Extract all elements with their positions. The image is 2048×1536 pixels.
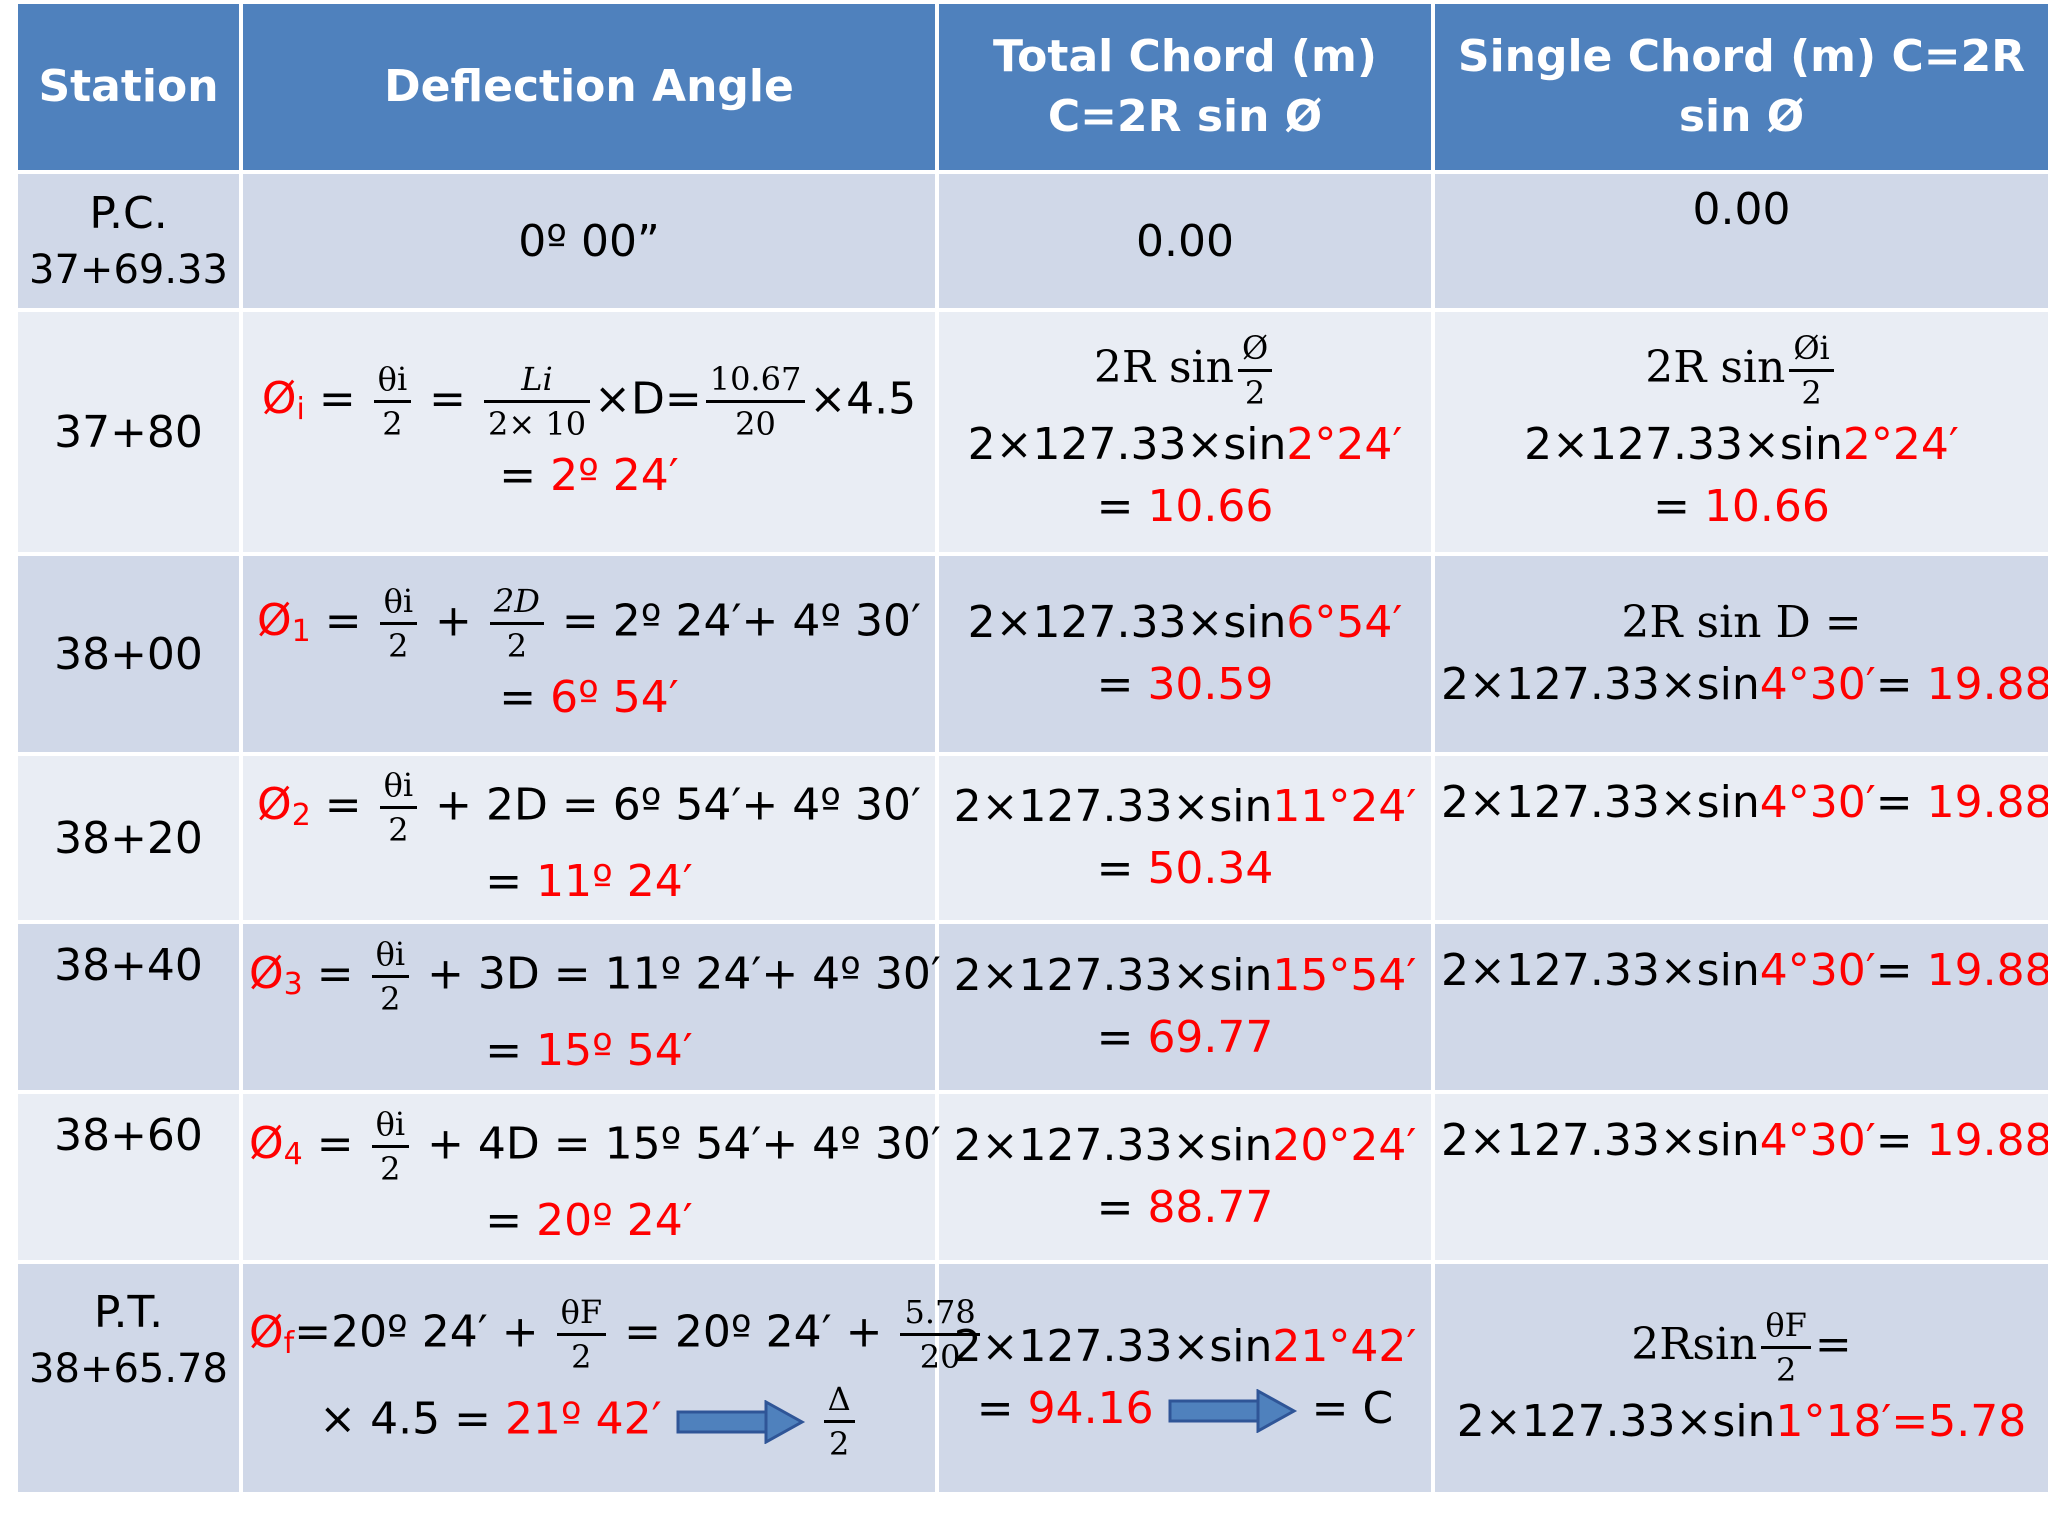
total-chord-cell: 2R sin Ø 2 2×127.33×sin2°24′ = 10.66 — [939, 312, 1431, 552]
deflection-result: = 20º 24′ — [485, 1194, 693, 1246]
fraction: 10.67 20 — [705, 358, 806, 445]
single-formula: 2Rsin θF 2 = — [1631, 1305, 1852, 1389]
station-cell: P.C. 37+69.33 — [18, 174, 239, 308]
total-calc: 2×127.33×sin2°24′ — [967, 418, 1403, 470]
deflection-cell: Ø2 = θi 2 + 2D = 6º 54′+ 4º 30′ = 11º 24′ — [243, 756, 935, 920]
total-chord-cell: 2×127.33×sin20°24′ = 88.77 — [939, 1094, 1431, 1260]
phi-symbol: Ø1 — [256, 595, 311, 649]
deflection-result: = 2º 24′ — [499, 449, 679, 501]
total-chord-cell: 2×127.33×sin6°54′ = 30.59 — [939, 556, 1431, 752]
table-row: 38+00 Ø1 = θi 2 + 2D 2 = 2º 24′+ 4º 30′ = … — [18, 556, 2048, 752]
table-row: 38+40 Ø3 = θi 2 + 3D = 11º 24′+ 4º 30′ = … — [18, 924, 2048, 1090]
single-chord-cell: 2R sin D = 2×127.33×sin4°30′= 19.88 — [1435, 556, 2048, 752]
phi-symbol: Ø3 — [249, 948, 303, 1002]
single-result: = 10.66 — [1653, 480, 1830, 532]
deflection-formula: Ø2 = θi 2 + 2D = 6º 54′+ 4º 30′ — [257, 764, 921, 851]
station-label: P.T. — [93, 1287, 164, 1338]
total-chord-cell: 2×127.33×sin11°24′ = 50.34 — [939, 756, 1431, 920]
single-chord-cell: 2×127.33×sin4°30′= 19.88 — [1435, 1094, 2048, 1260]
deflection-cell: 0º 00” — [243, 174, 935, 308]
single-calc: 2×127.33×sin4°30′= 19.88 — [1441, 777, 2048, 828]
single-calc: 2×127.33×sin4°30′= 19.88 — [1441, 1115, 2048, 1166]
station-cell: P.T. 38+65.78 — [18, 1264, 239, 1492]
table-row: P.T. 38+65.78 Øf=20º 24′ + θF 2 = 20º 24′… — [18, 1264, 2048, 1492]
single-calc: 2×127.33×sin2°24′ — [1524, 418, 1959, 470]
total-result: = 50.34 — [1096, 843, 1274, 894]
deflection-cell: Øi = θi 2 = Li 2× 10 ×D= 10.67 20 ×4.5 = 2º 24… — [243, 312, 935, 552]
deflection-cell: Ø1 = θi 2 + 2D 2 = 2º 24′+ 4º 30′ = 6º 54′ — [243, 556, 935, 752]
single-calc: 2×127.33×sin1°18′=5.78 — [1456, 1395, 2027, 1447]
total-result: = 10.66 — [1096, 480, 1274, 532]
fraction: 2D 2 — [489, 580, 544, 667]
table-row: 38+60 Ø4 = θi 2 + 4D = 15º 54′+ 4º 30′ = … — [18, 1094, 2048, 1260]
deflection-result: = 11º 24′ — [485, 855, 693, 907]
deflection-formula: Ø3 = θi 2 + 3D = 11º 24′+ 4º 30′ — [249, 933, 941, 1020]
table-row: 37+80 Øi = θi 2 = Li 2× 10 ×D= 10.67 20 ×4.5 =… — [18, 312, 2048, 552]
deflection-cell: Ø3 = θi 2 + 3D = 11º 24′+ 4º 30′ = 15º 54… — [243, 924, 941, 1090]
fraction: θi 2 — [371, 1103, 410, 1190]
table-row: P.C. 37+69.33 0º 00” 0.00 0.00 — [18, 174, 2048, 308]
station-value: 37+69.33 — [29, 247, 228, 293]
fraction: θi 2 — [379, 764, 418, 851]
phi-symbol: Øf — [249, 1306, 295, 1361]
phi-symbol: Øi — [261, 373, 305, 427]
deflection-formula: Ø1 = θi 2 + 2D 2 = 2º 24′+ 4º 30′ — [256, 580, 922, 667]
deflection-result: = 15º 54′ — [485, 1024, 693, 1076]
total-calc: 2×127.33×sin21°42′ — [953, 1321, 1417, 1372]
total-result: = 88.77 — [1096, 1182, 1274, 1233]
fraction: θi 2 — [371, 933, 410, 1020]
station-cell: 38+20 — [18, 756, 239, 920]
fraction: θF 2 — [556, 1291, 607, 1378]
total-result: = 69.77 — [1096, 1012, 1274, 1063]
total-result: = 30.59 — [1096, 659, 1274, 710]
total-calc: 2×127.33×sin6°54′ — [967, 597, 1403, 648]
station-label: P.C. — [89, 188, 168, 239]
single-calc: 2×127.33×sin4°30′= 19.88 — [1441, 659, 2048, 710]
station-cell: 37+80 — [18, 312, 239, 552]
station-cell: 38+60 — [18, 1094, 239, 1260]
deflection-formula: Ø4 = θi 2 + 4D = 15º 54′+ 4º 30′ — [249, 1103, 941, 1190]
total-formula: 2R sin Ø 2 — [945, 327, 1425, 414]
single-chord-cell: 2R sin Øi 2 2×127.33×sin2°24′ = 10.66 — [1435, 312, 2048, 552]
total-chord-cell: 2×127.33×sin15°54′ = 69.77 — [939, 924, 1431, 1090]
single-chord-cell: 2×127.33×sin4°30′= 19.88 — [1435, 756, 2048, 920]
deflection-formula: Øi = θi 2 = Li 2× 10 ×D= 10.67 20 ×4.5 — [261, 358, 917, 445]
total-result: = 94.16 = C — [976, 1383, 1394, 1434]
phi-symbol: Ø4 — [249, 1118, 303, 1172]
phi-symbol: Ø2 — [257, 779, 311, 833]
deflection-cell: Ø4 = θi 2 + 4D = 15º 54′+ 4º 30′ = 20º 24… — [243, 1094, 941, 1260]
curve-layout-table: Station Deflection Angle Total Chord (m)… — [14, 0, 2048, 1496]
single-chord-cell: 2×127.33×sin4°30′= 19.88 — [1435, 924, 2048, 1090]
deflection-cell: Øf=20º 24′ + θF 2 = 20º 24′ + 5.78 20 × 4.… — [243, 1264, 980, 1492]
right-arrow-icon — [1168, 1389, 1297, 1433]
table-row: 38+20 Ø2 = θi 2 + 2D = 6º 54′+ 4º 30′ = 1… — [18, 756, 2048, 920]
single-calc: 2×127.33×sin4°30′= 19.88 — [1441, 945, 2048, 996]
station-cell: 38+00 — [18, 556, 239, 752]
header-row: Station Deflection Angle Total Chord (m)… — [18, 4, 2048, 170]
total-calc: 2×127.33×sin15°54′ — [953, 950, 1417, 1001]
fraction: θi 2 — [379, 580, 418, 667]
single-formula: 2R sin Øi 2 — [1441, 327, 2042, 414]
single-chord-cell: 2Rsin θF 2 = 2×127.33×sin1°18′=5.78 — [1435, 1264, 2048, 1492]
fraction: θi 2 — [373, 358, 412, 445]
header-deflection-angle: Deflection Angle — [243, 4, 935, 170]
header-station: Station — [18, 4, 239, 170]
total-calc: 2×127.33×sin11°24′ — [953, 781, 1417, 832]
single-chord-cell: 0.00 — [1435, 174, 2048, 308]
right-arrow-icon — [676, 1399, 805, 1444]
header-single-chord: Single Chord (m) C=2R sin Ø — [1435, 4, 2048, 170]
deflection-result: = 6º 54′ — [499, 671, 679, 723]
total-calc: 2×127.33×sin20°24′ — [953, 1120, 1417, 1171]
station-value: 38+65.78 — [29, 1346, 228, 1392]
single-formula: 2R sin D = — [1621, 597, 1862, 648]
station-cell: 38+40 — [18, 924, 239, 1090]
total-chord-cell: 2×127.33×sin21°42′ = 94.16 = C — [939, 1264, 1431, 1492]
deflection-formula: Øf=20º 24′ + θF 2 = 20º 24′ + 5.78 20 — [249, 1291, 980, 1378]
header-total-chord: Total Chord (m) C=2R sin Ø — [939, 4, 1431, 170]
fraction: 5.78 20 — [900, 1291, 980, 1378]
fraction: Li 2× 10 — [484, 358, 591, 445]
total-chord-cell: 0.00 — [939, 174, 1431, 308]
